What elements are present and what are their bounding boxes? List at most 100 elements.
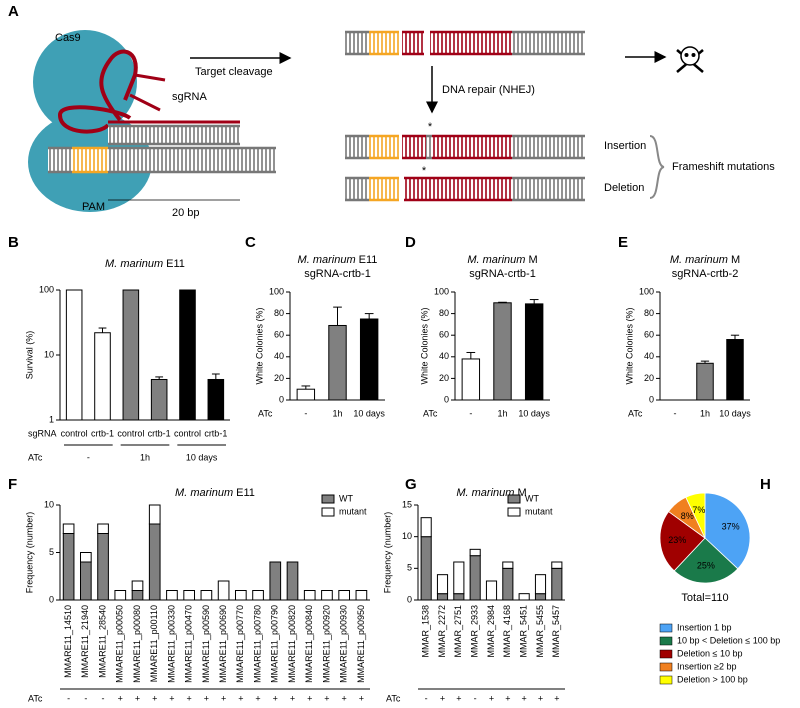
sgrna-hairpin [99,49,138,122]
treatment-label: + [152,693,157,703]
y-tick-label: 0 [407,594,412,604]
label: Insertion [604,140,646,152]
brace [649,135,665,199]
x-tick-label: crtb-1 [91,428,114,438]
panel-letter: E [618,234,628,251]
dna-segment [369,178,399,200]
bar-segment [79,552,92,563]
slice-label: 37% [722,521,740,531]
x-tick-label: control [117,428,144,438]
organism: M. marinum [175,487,233,499]
legend-label: Deletion ≤ 10 bp [677,648,742,658]
x-tick-label: MMARE11_p00780 [252,605,262,683]
bar [359,318,379,401]
bar-segment [303,590,316,601]
label: 20 bp [172,207,200,219]
x-tick-label: MMARE11_p00790 [270,605,280,683]
x-tick-label: MMARE11_p00690 [218,605,228,683]
strain: E11 [166,258,185,270]
x-tick-label: MMAR_1538 [421,605,431,658]
bar-segment [97,523,109,534]
bar-segment [338,590,351,601]
treatment-label: - [84,693,87,703]
bar [179,289,196,421]
label: Deletion [604,182,644,194]
chart-subtitle: sgRNA-crtb-2 [672,268,739,280]
dna-segment [512,32,585,54]
x-tick-label: MMAR_2272 [437,605,447,658]
bar-segment [551,561,563,569]
bar-segment [321,590,333,601]
bar-segment [436,574,449,595]
bar [207,378,225,421]
row-label: ATc [386,693,401,703]
treatment-label: + [489,693,494,703]
bar-segment [551,567,563,601]
bar-segment [97,533,109,601]
bar-segment [534,574,547,595]
dna-segment [72,148,108,172]
strain: E11 [359,254,378,266]
strain: M [731,254,740,266]
chart-subtitle: sgRNA-crtb-1 [304,268,371,280]
x-tick-label: MMAR_2751 [453,605,463,658]
x-tick-label: crtb-1 [148,428,171,438]
treatment-label: + [456,693,461,703]
y-tick-label: 20 [439,373,449,383]
y-tick-label: 20 [644,373,654,383]
bar [150,378,168,421]
label: Frameshift mutations [672,161,775,173]
y-tick-label: 80 [274,308,284,318]
pie-slice [673,537,739,584]
bar-segment [469,555,481,601]
treatment-label: + [255,693,260,703]
legend-label: Insertion 1 bp [677,622,732,632]
treatment-label: + [118,693,123,703]
legend-swatch [507,507,521,517]
y-axis-label: White Colonies (%) [624,307,634,384]
x-tick-label: 10 days [353,408,385,418]
x-tick-label: crtb-1 [204,428,227,438]
bar-segment [420,517,432,538]
row-label: ATc [423,408,438,418]
chart-title: M. marinum M [467,254,537,266]
dna-segment [108,126,240,144]
legend-swatch [321,494,335,504]
x-tick-label: 10 days [719,408,751,418]
x-tick-label: MMARE11_p00330 [166,605,176,683]
y-tick-label: 100 [39,284,54,294]
y-axis-label: Frequency (number) [24,512,34,594]
treatment-label: + [324,693,329,703]
legend-label: Insertion ≥2 bp [677,661,736,671]
legend-swatch [659,675,673,685]
skull-icon [676,46,704,73]
x-tick-label: MMARE11_28540 [97,605,107,678]
x-tick-label: control [174,428,201,438]
row-label: sgRNA [28,428,57,438]
y-tick-label: 0 [649,394,654,404]
bar [524,303,544,401]
x-tick-label: MMARE11_14510 [63,605,73,678]
organism: M. marinum [298,254,356,266]
bar-segment [148,523,161,601]
treatment-label: + [359,693,364,703]
label: DNA repair (NHEJ) [442,84,535,96]
x-tick-label: MMARE11_p00820 [287,605,297,683]
x-tick-label: control [61,428,88,438]
bar-segment [269,561,282,601]
panel-letter: C [245,234,256,251]
y-tick-label: 60 [439,330,449,340]
bar-segment [252,590,264,601]
dna-segment [369,136,399,158]
treatment-label: + [554,693,559,703]
pie-total: Total=110 [681,592,728,604]
y-tick-label: 60 [644,330,654,340]
bar-segment [518,593,530,601]
treatment-label: + [505,693,510,703]
treatment-label: + [238,693,243,703]
treatment-label: + [342,693,347,703]
x-tick-label: MMARE11_p00110 [149,605,159,682]
treatment-label: + [187,693,192,703]
organism: M. marinum [105,258,163,270]
label: Cas9 [55,32,81,44]
